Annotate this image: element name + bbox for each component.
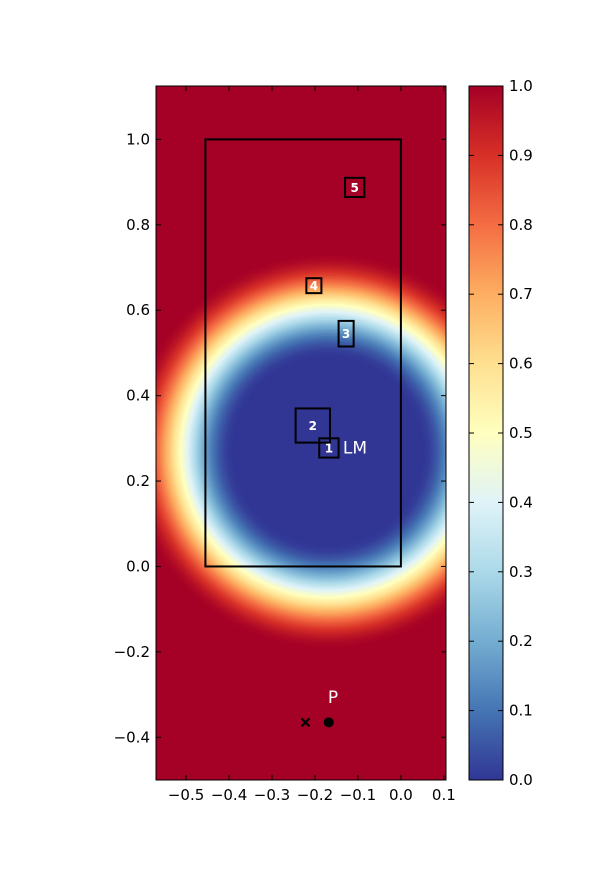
plot-frame <box>155 85 447 781</box>
colorbar-tick-label: 0.4 <box>509 493 533 511</box>
annotation-p: P <box>328 688 338 708</box>
y-axis: −0.4 −0.2 0.0 0.2 0.4 0.6 0.8 1.0 <box>114 130 446 746</box>
box-2 <box>294 407 332 444</box>
y-tick-label: 0.2 <box>126 472 150 490</box>
colorbar-tick-label: 0.2 <box>509 632 533 650</box>
colorbar: 0.0 0.1 0.2 0.3 0.4 0.5 0.6 0.7 0.8 0.9 1.0 <box>468 77 533 789</box>
colorbar-tick-label: 0.0 <box>509 771 533 789</box>
box-label-1: 1 <box>325 441 333 455</box>
colorbar-tick-label: 0.8 <box>509 216 533 234</box>
box-label-3: 3 <box>342 327 350 341</box>
colorbar-tick-label: 1.0 <box>509 77 533 95</box>
box-1 <box>318 437 340 459</box>
x-tick-label: −0.2 <box>297 786 333 804</box>
x-tick-label: 0.0 <box>389 786 413 804</box>
x-tick-label: −0.3 <box>254 786 290 804</box>
colorbar-bar <box>468 85 504 781</box>
colorbar-ticks: 0.0 0.1 0.2 0.3 0.4 0.5 0.6 0.7 0.8 0.9 1.0 <box>469 77 533 789</box>
box-3 <box>337 319 355 348</box>
y-tick-label: −0.2 <box>114 643 150 661</box>
y-tick-label: −0.4 <box>114 728 150 746</box>
annotation-lm: LM <box>343 438 367 458</box>
x-tick-label: −0.1 <box>340 786 376 804</box>
y-tick-label: 0.4 <box>126 387 150 405</box>
heatmap-core <box>233 357 423 546</box>
x-tick-label: −0.4 <box>211 786 247 804</box>
x-axis: −0.5 −0.4 −0.3 −0.2 −0.1 0.0 0.1 <box>168 86 456 804</box>
point-x <box>300 717 311 728</box>
box-label-2: 2 <box>309 419 317 433</box>
colorbar-tick-label: 0.1 <box>509 702 533 720</box>
box-4 <box>305 277 323 295</box>
x-tick-label: −0.5 <box>168 786 204 804</box>
x-tick-label: 0.1 <box>432 786 456 804</box>
heatmap-rings <box>156 250 446 652</box>
y-tick-label: 0.8 <box>126 216 150 234</box>
colorbar-tick-label: 0.6 <box>509 355 533 373</box>
colorbar-tick-label: 0.3 <box>509 563 533 581</box>
colorbar-tick-label: 0.5 <box>509 424 533 442</box>
box-label-5: 5 <box>351 181 359 195</box>
heatmap-field <box>156 86 446 780</box>
colorbar-tick-label: 0.9 <box>509 146 533 164</box>
outer-rectangle <box>204 138 402 568</box>
plot-overlays: 12 3 4 5 LM P <box>204 138 402 728</box>
y-tick-label: 1.0 <box>126 130 150 148</box>
y-tick-label: 0.6 <box>126 301 150 319</box>
colorbar-tick-label: 0.7 <box>509 285 533 303</box>
y-tick-label: 0.0 <box>126 557 150 575</box>
box-5 <box>344 176 366 199</box>
point-circle <box>323 717 334 728</box>
box-label-4: 4 <box>310 279 318 293</box>
